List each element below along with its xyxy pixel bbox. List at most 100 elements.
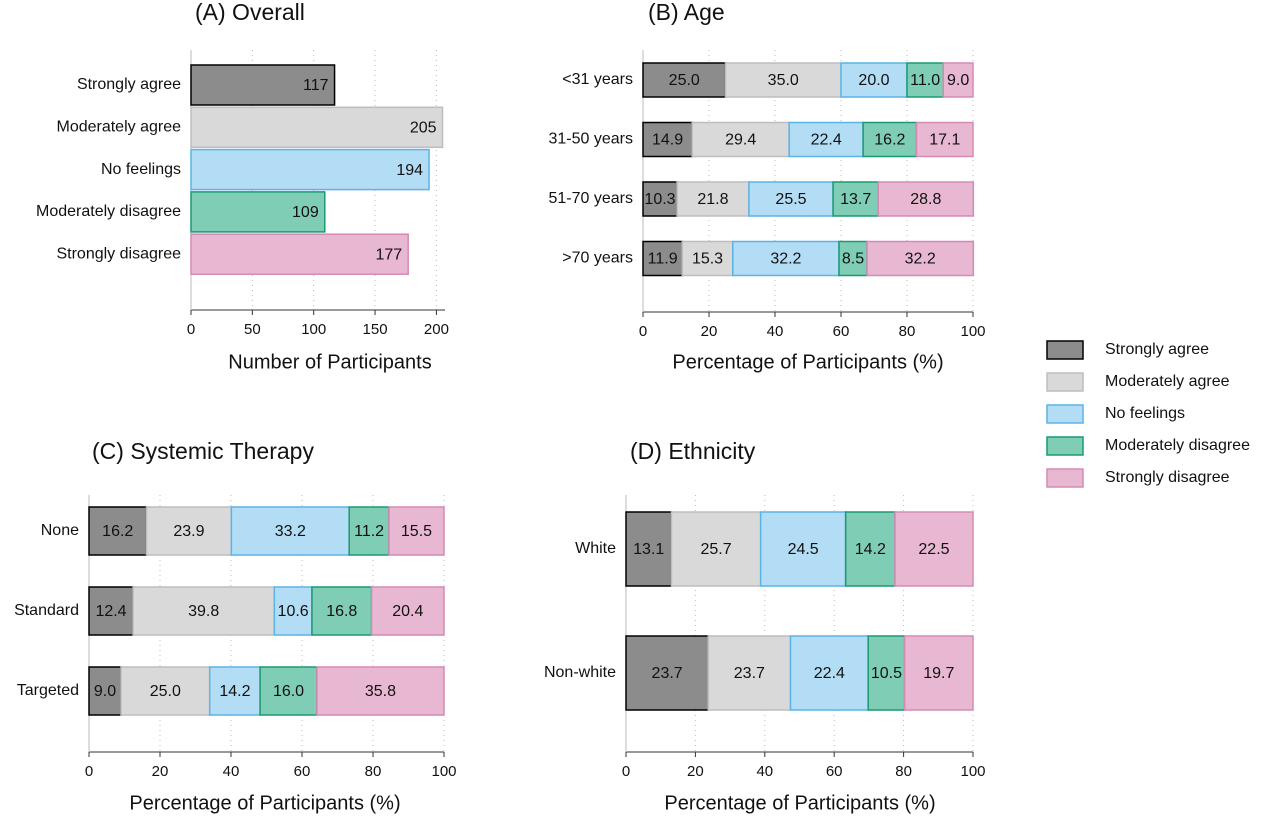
panel-title: (D) Ethnicity bbox=[630, 438, 756, 464]
x-tick-label: 60 bbox=[294, 763, 311, 780]
bar-segment bbox=[259, 666, 318, 716]
category-label: Strongly disagree bbox=[56, 245, 181, 262]
bar-segment bbox=[759, 511, 847, 587]
value-label: 11.9 bbox=[648, 251, 678, 268]
value-label: 32.2 bbox=[770, 251, 801, 268]
bar-segment bbox=[832, 181, 880, 217]
x-tick-label: 0 bbox=[639, 323, 647, 340]
category-label: >70 years bbox=[562, 250, 633, 267]
value-label: 15.5 bbox=[401, 523, 432, 540]
value-label: 10.6 bbox=[278, 603, 309, 620]
category-label: <31 years bbox=[562, 71, 633, 88]
bar bbox=[190, 191, 326, 233]
bar-segment bbox=[748, 181, 834, 217]
panel-title: (A) Overall bbox=[195, 0, 305, 25]
x-axis-label: Percentage of Participants (%) bbox=[129, 792, 400, 814]
bar-segment bbox=[942, 62, 974, 98]
bar-segment bbox=[88, 506, 148, 556]
value-label: 10.5 bbox=[871, 665, 902, 682]
x-tick-label: 150 bbox=[363, 321, 388, 338]
value-label: 25.5 bbox=[775, 191, 806, 208]
category-label: 31-50 years bbox=[549, 131, 634, 148]
value-label: 9.0 bbox=[94, 683, 116, 700]
value-label: 28.8 bbox=[910, 191, 941, 208]
value-label: 35.8 bbox=[365, 683, 396, 700]
value-label: 22.4 bbox=[811, 132, 842, 149]
bar-segment bbox=[208, 666, 261, 716]
bar-segment bbox=[670, 511, 762, 587]
bar-segment bbox=[642, 181, 678, 217]
x-tick-label: 60 bbox=[833, 323, 850, 340]
x-tick-label: 50 bbox=[244, 321, 261, 338]
value-label: 15.3 bbox=[692, 251, 723, 268]
bar-segment bbox=[348, 506, 390, 556]
x-tick-label: 80 bbox=[365, 763, 382, 780]
value-label: 20.0 bbox=[858, 72, 889, 89]
value-label: 25.7 bbox=[700, 541, 731, 558]
x-tick-label: 100 bbox=[960, 323, 985, 340]
value-label: 109 bbox=[292, 204, 319, 221]
bar-segment bbox=[867, 635, 906, 711]
value-label: 24.5 bbox=[788, 541, 819, 558]
category-label: Moderately agree bbox=[56, 119, 181, 136]
x-tick-label: 0 bbox=[622, 763, 630, 780]
value-label: 20.4 bbox=[392, 603, 423, 620]
bar-segment bbox=[388, 506, 445, 556]
value-label: 19.7 bbox=[923, 665, 954, 682]
bar-segment bbox=[642, 62, 727, 98]
bar-segment bbox=[838, 240, 868, 277]
x-tick-label: 40 bbox=[756, 763, 773, 780]
x-tick-label: 20 bbox=[152, 763, 169, 780]
x-axis-label: Number of Participants bbox=[228, 351, 431, 373]
x-tick-label: 100 bbox=[431, 763, 456, 780]
bar-segment bbox=[145, 506, 233, 556]
value-label: 23.7 bbox=[652, 665, 683, 682]
bar-segment bbox=[676, 181, 750, 217]
value-label: 10.3 bbox=[644, 191, 675, 208]
x-tick-label: 100 bbox=[301, 321, 326, 338]
legend-swatch bbox=[1046, 372, 1084, 392]
value-label: 205 bbox=[410, 120, 437, 137]
category-label: Non-white bbox=[544, 664, 616, 681]
x-axis-label: Percentage of Participants (%) bbox=[664, 792, 935, 814]
value-label: 33.2 bbox=[275, 523, 306, 540]
bar-segment bbox=[862, 121, 918, 158]
bar-segment bbox=[316, 666, 445, 716]
value-label: 13.1 bbox=[633, 541, 664, 558]
x-tick-label: 0 bbox=[85, 763, 93, 780]
category-label: Moderately disagree bbox=[36, 203, 181, 220]
value-label: 117 bbox=[303, 77, 329, 94]
value-label: 21.8 bbox=[697, 191, 728, 208]
legend-label: Moderately disagree bbox=[1105, 437, 1250, 454]
value-label: 22.5 bbox=[918, 541, 949, 558]
value-label: 16.0 bbox=[273, 683, 304, 700]
bar-segment bbox=[132, 586, 276, 636]
bar-segment bbox=[370, 586, 445, 636]
bar bbox=[190, 148, 430, 191]
bar-segment bbox=[273, 586, 313, 636]
bar-segment bbox=[894, 511, 974, 587]
bar-segment bbox=[866, 240, 975, 277]
legend-swatch bbox=[1046, 404, 1084, 424]
x-tick-label: 20 bbox=[701, 323, 718, 340]
category-label: 51-70 years bbox=[549, 190, 634, 207]
value-label: 14.9 bbox=[652, 132, 683, 149]
bar-segment bbox=[844, 511, 896, 587]
x-tick-label: 40 bbox=[767, 323, 784, 340]
x-tick-label: 20 bbox=[687, 763, 704, 780]
panel-title: (B) Age bbox=[648, 0, 725, 25]
x-tick-label: 200 bbox=[424, 321, 449, 338]
category-label: None bbox=[41, 522, 79, 539]
bar-segment bbox=[789, 635, 869, 711]
legend-label: No feelings bbox=[1105, 405, 1185, 422]
value-label: 32.2 bbox=[905, 251, 936, 268]
bar bbox=[190, 233, 409, 275]
value-label: 8.5 bbox=[842, 251, 864, 268]
x-tick-label: 100 bbox=[960, 763, 985, 780]
legend-swatch bbox=[1046, 468, 1084, 488]
x-axis-label: Percentage of Participants (%) bbox=[672, 351, 943, 373]
panel-title: (C) Systemic Therapy bbox=[92, 438, 314, 464]
bar-segment bbox=[642, 121, 693, 158]
x-tick-label: 40 bbox=[223, 763, 240, 780]
x-tick-label: 80 bbox=[899, 323, 916, 340]
